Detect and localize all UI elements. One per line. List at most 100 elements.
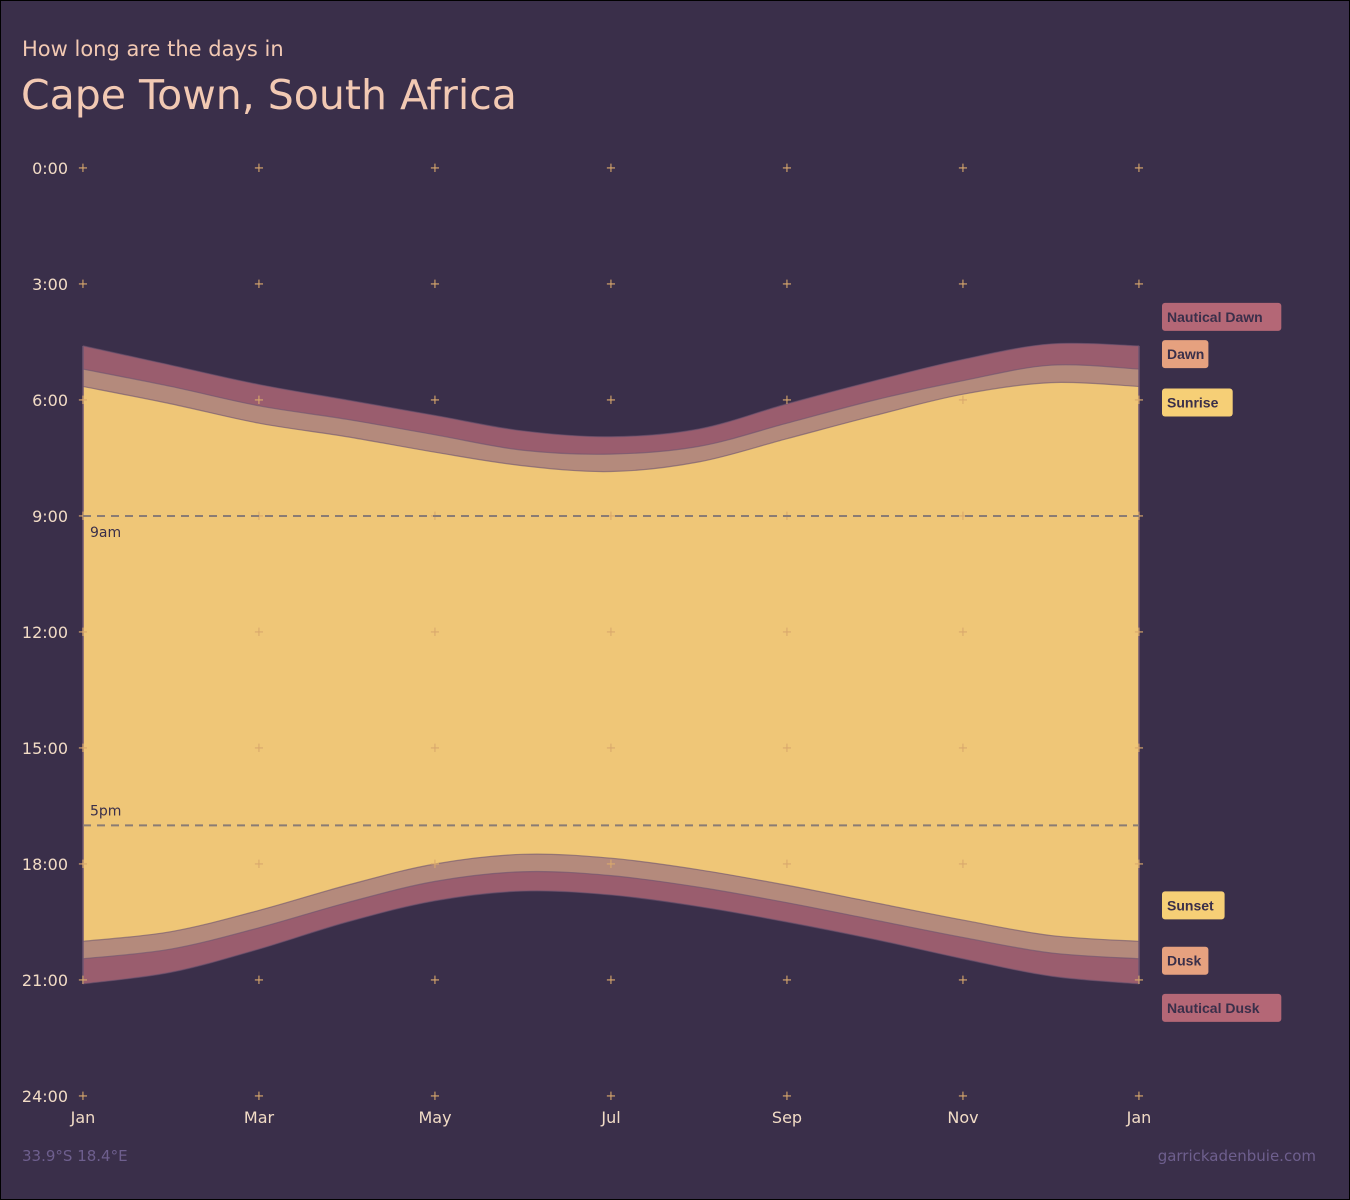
legend-item-dusk: Dusk xyxy=(1162,946,1209,975)
grid-marker: + xyxy=(782,741,793,756)
legend-swatch xyxy=(1162,340,1209,369)
grid-marker: + xyxy=(254,277,265,292)
grid-marker: + xyxy=(606,161,617,176)
legend-item-sunrise: Sunrise xyxy=(1162,388,1233,417)
chart-subtitle: How long are the days in xyxy=(22,37,284,61)
series-line-sunrise xyxy=(82,381,1140,473)
grid-marker: + xyxy=(430,393,441,408)
legend-item-nautical-dawn: Nautical Dawn xyxy=(1162,302,1282,331)
grid-marker: + xyxy=(78,1089,89,1104)
legend-swatch xyxy=(1162,993,1282,1022)
y-axis: 0:00 3:00 6:00 9:00 12:00 15:00 18:00 21:00 24:0… xyxy=(22,159,68,1106)
y-tick-label: 9:00 xyxy=(32,507,68,526)
grid-marker: + xyxy=(430,625,441,640)
grid-marker: + xyxy=(782,161,793,176)
y-tick-label: 18:00 xyxy=(22,855,68,874)
grid-marker: + xyxy=(606,1089,617,1104)
grid-marker: + xyxy=(254,161,265,176)
legend-swatch xyxy=(1162,946,1209,975)
grid-marker: + xyxy=(782,625,793,640)
legend-label: Sunrise xyxy=(1167,394,1219,410)
grid-marker: + xyxy=(1134,393,1145,408)
legend-label: Dawn xyxy=(1167,346,1204,362)
x-tick-label: May xyxy=(418,1108,451,1127)
grid-marker: + xyxy=(606,741,617,756)
grid-marker: + xyxy=(606,393,617,408)
grid-marker: + xyxy=(606,625,617,640)
credit-link[interactable]: garrickadenbuie.com xyxy=(1157,1147,1316,1165)
grid-marker: + xyxy=(606,857,617,872)
grid-marker: + xyxy=(430,1089,441,1104)
x-tick-label: Nov xyxy=(947,1108,978,1127)
legend-label: Dusk xyxy=(1167,953,1201,969)
y-tick-label: 21:00 xyxy=(22,971,68,990)
series-line-nautical-dawn xyxy=(82,342,1140,438)
grid-marker: + xyxy=(958,857,969,872)
legend-label: Nautical Dusk xyxy=(1167,1000,1260,1016)
grid-marker: + xyxy=(958,741,969,756)
grid-marker: + xyxy=(430,161,441,176)
grid-marker: + xyxy=(958,625,969,640)
x-tick-label: Mar xyxy=(244,1108,275,1127)
grid-marker: + xyxy=(254,857,265,872)
legend: Nautical Dawn Dawn Sunrise Sunset Dusk Nautic… xyxy=(1162,302,1282,1022)
grid-marker: + xyxy=(782,857,793,872)
grid-marker: + xyxy=(78,277,89,292)
grid-marker: + xyxy=(254,1089,265,1104)
grid-marker: + xyxy=(430,973,441,988)
legend-swatch xyxy=(1162,388,1233,417)
legend-swatch xyxy=(1162,302,1282,331)
grid-marker: + xyxy=(958,973,969,988)
grid-marker: + xyxy=(958,161,969,176)
legend-label: Sunset xyxy=(1167,897,1214,913)
daylight-bands xyxy=(82,342,1140,985)
grid-marker: + xyxy=(1134,625,1145,640)
x-tick-label: Jul xyxy=(600,1108,620,1127)
x-tick-label: Sep xyxy=(772,1108,802,1127)
grid-marker: + xyxy=(430,857,441,872)
grid-marker: + xyxy=(958,509,969,524)
grid-marker: + xyxy=(1134,857,1145,872)
grid-marker: + xyxy=(1134,161,1145,176)
grid-marker: + xyxy=(254,741,265,756)
reference-label-5pm: 5pm xyxy=(90,803,121,819)
grid-marker: + xyxy=(606,973,617,988)
chart-title: Cape Town, South Africa xyxy=(21,71,517,119)
legend-swatch xyxy=(1162,891,1225,920)
series-line-nautical-dusk xyxy=(82,890,1140,985)
x-tick-label: Jan xyxy=(70,1108,96,1127)
coordinates-label: 33.9°S 18.4°E xyxy=(22,1147,128,1165)
grid-marker: + xyxy=(1134,1089,1145,1104)
y-tick-label: 6:00 xyxy=(32,391,68,410)
grid-marker: + xyxy=(78,393,89,408)
legend-label: Nautical Dawn xyxy=(1167,309,1263,325)
grid-marker: + xyxy=(254,393,265,408)
grid-marker: + xyxy=(1134,741,1145,756)
reference-lines: 9am 5pm xyxy=(83,515,1139,827)
grid-marker: + xyxy=(430,741,441,756)
grid-marker: + xyxy=(782,973,793,988)
legend-item-nautical-dusk: Nautical Dusk xyxy=(1162,993,1282,1022)
x-tick-label: Jan xyxy=(1126,1108,1152,1127)
grid-marker: + xyxy=(958,277,969,292)
grid-marker: + xyxy=(782,393,793,408)
grid-marker: + xyxy=(782,1089,793,1104)
grid-marker: + xyxy=(78,973,89,988)
series-line-dawn xyxy=(82,364,1140,455)
grid-marker: + xyxy=(78,857,89,872)
grid-marker: + xyxy=(782,277,793,292)
legend-item-dawn: Dawn xyxy=(1162,340,1209,369)
series-line-dusk xyxy=(82,870,1140,960)
grid-marker: + xyxy=(254,973,265,988)
grid-marker: + xyxy=(430,277,441,292)
y-tick-label: 12:00 xyxy=(22,623,68,642)
grid-marker: + xyxy=(78,741,89,756)
legend-item-sunset: Sunset xyxy=(1162,891,1225,920)
grid-marker: + xyxy=(78,625,89,640)
grid-marker: + xyxy=(254,625,265,640)
y-tick-label: 3:00 xyxy=(32,275,68,294)
grid-marker: + xyxy=(958,393,969,408)
y-tick-label: 15:00 xyxy=(22,739,68,758)
